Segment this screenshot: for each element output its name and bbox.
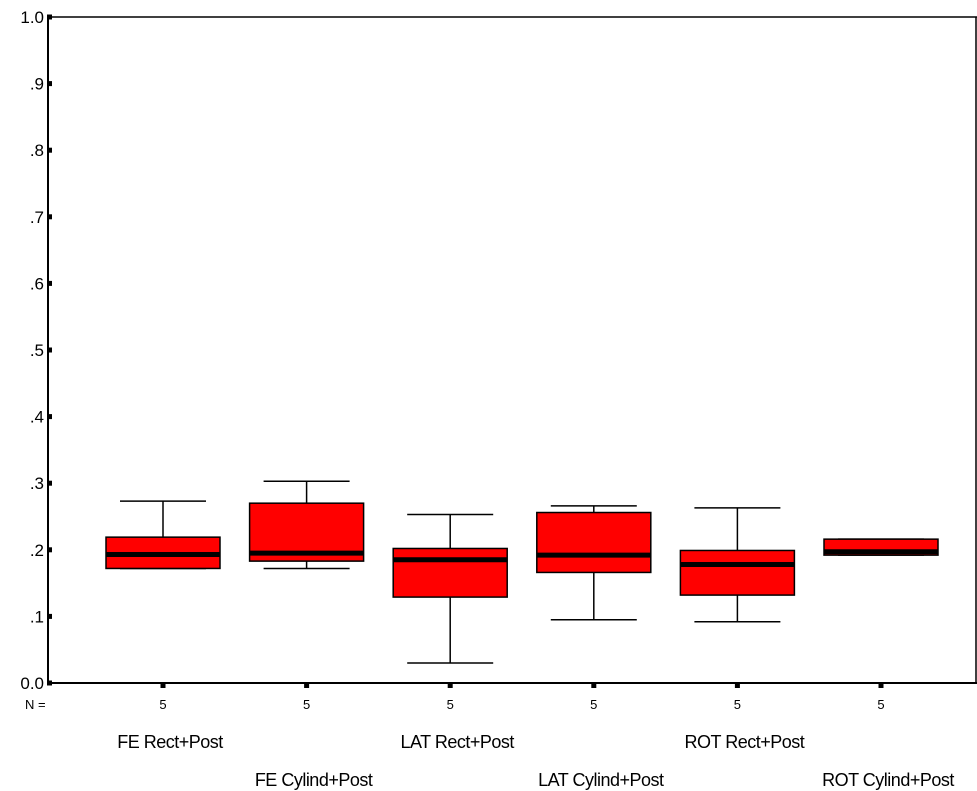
- category-label: ROT Cylind+Post: [822, 770, 954, 790]
- y-tick-label: 0.0: [20, 674, 44, 693]
- y-tick-label: .8: [30, 141, 44, 160]
- box-iqr: [536, 511, 652, 574]
- n-value: 5: [447, 697, 454, 712]
- box-iqr: [392, 547, 508, 598]
- y-tick-label: 1.0: [20, 8, 44, 27]
- y-tick-label: .4: [30, 408, 44, 427]
- chart-axes: [47, 14, 977, 688]
- y-tick-mark: [47, 347, 52, 353]
- y-tick-label: .1: [30, 607, 44, 626]
- x-tick-mark: [878, 682, 884, 688]
- y-tick-mark: [47, 414, 52, 420]
- category-label: FE Rect+Post: [117, 732, 223, 752]
- chart-boxes: [105, 480, 939, 664]
- y-tick-label: .3: [30, 474, 44, 493]
- n-value: 5: [734, 697, 741, 712]
- n-label: N =: [25, 697, 46, 712]
- y-tick-mark: [47, 680, 52, 686]
- y-tick-label: .5: [30, 341, 44, 360]
- category-label: LAT Rect+Post: [400, 732, 514, 752]
- y-tick-mark: [47, 613, 52, 619]
- category-label: LAT Cylind+Post: [538, 770, 664, 790]
- n-value: 5: [303, 697, 310, 712]
- box-iqr: [679, 549, 796, 596]
- y-tick-mark: [47, 147, 52, 153]
- y-tick-mark: [47, 480, 52, 486]
- y-tick-mark: [47, 81, 52, 87]
- y-tick-mark: [47, 214, 52, 220]
- y-tick-label: .9: [30, 75, 44, 94]
- n-value: 5: [159, 697, 166, 712]
- x-tick-mark: [591, 682, 597, 688]
- chart-labels: 0.0 .1 .2 .3 .4 .5 .6 .7 .8 .9 1.0 N = 5 FE Rect+Post…: [20, 8, 954, 790]
- y-tick-mark: [47, 280, 52, 286]
- x-tick-mark: [447, 682, 453, 688]
- x-tick-mark: [304, 682, 310, 688]
- x-tick-mark: [734, 682, 740, 688]
- x-tick-mark: [160, 682, 166, 688]
- n-value: 5: [590, 697, 597, 712]
- n-value: 5: [877, 697, 884, 712]
- y-tick-label: .2: [30, 541, 44, 560]
- y-tick-label: .6: [30, 274, 44, 293]
- y-tick-mark: [47, 547, 52, 553]
- y-tick-mark: [47, 14, 52, 20]
- category-label: FE Cylind+Post: [255, 770, 373, 790]
- category-label: ROT Rect+Post: [685, 732, 805, 752]
- y-tick-label: .7: [30, 208, 44, 227]
